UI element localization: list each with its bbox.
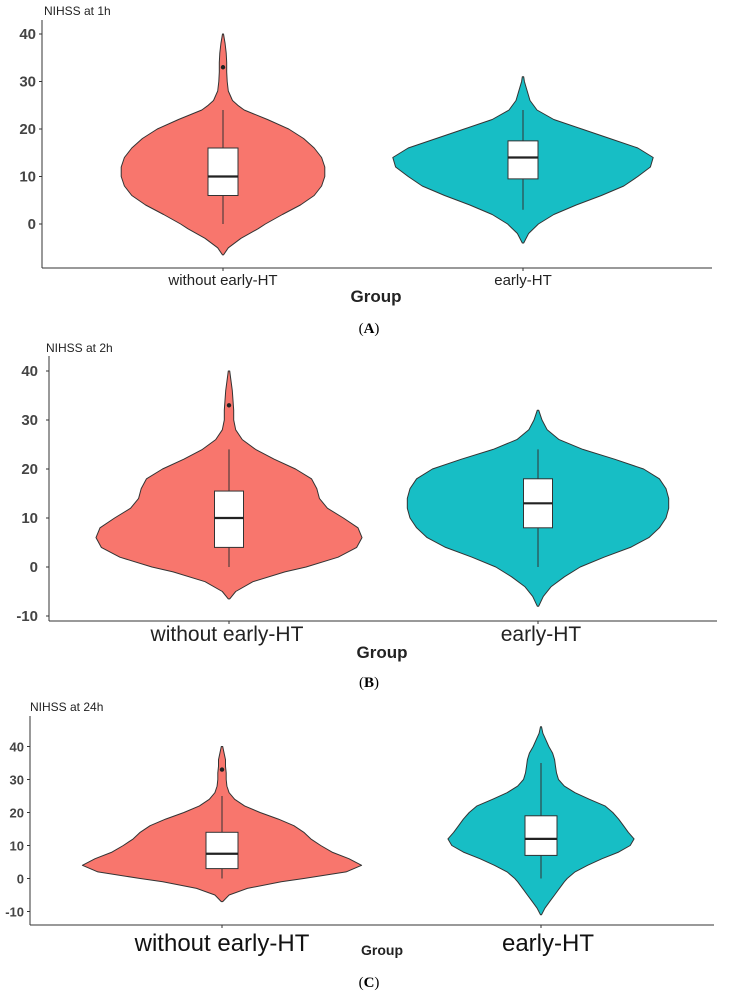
panel-a-label: (A) <box>359 321 380 337</box>
panel-a-box-without-early-ht <box>207 147 239 196</box>
panel-a-axes: 0 10 20 30 40 <box>19 20 712 271</box>
panel-a-ytick-label: 30 <box>19 74 36 91</box>
panel-b-ytick-label: 30 <box>21 412 38 429</box>
panel-a-axis-title: Group <box>351 287 402 306</box>
panel-b-ytick-label: 10 <box>21 510 38 527</box>
panel-c-axes: -10 0 10 20 30 40 <box>5 716 714 928</box>
panel-c-ytick-label: 30 <box>10 773 24 788</box>
panel-b-xlabel-right: early-HT <box>501 623 582 646</box>
panel-c-xlabel-left: without early-HT <box>134 930 310 957</box>
panel-b-xlabel-left: without early-HT <box>150 623 304 646</box>
panel-b-violins <box>95 370 670 607</box>
panel-a-ylabel: NIHSS at 1h <box>44 4 111 18</box>
panel-b-box-without-early-ht <box>214 490 244 548</box>
panel-c-ylabel: NIHSS at 24h <box>30 700 103 714</box>
panel-c-ytick-label: 20 <box>10 806 24 821</box>
panel-a-ytick-label: 20 <box>19 121 36 138</box>
panel-b-axes: -10 0 10 20 30 40 <box>16 356 717 625</box>
panel-b-outlier-without-early-ht <box>226 403 232 408</box>
panel-c-violins <box>81 726 635 916</box>
panel-b-ytick-label: 0 <box>30 559 38 576</box>
panel-a-ytick-label: 10 <box>19 169 36 186</box>
panel-a-xlabel-right: early-HT <box>494 272 552 289</box>
panel-c-box-early-ht <box>524 815 558 856</box>
panel-b-ytick-label: 20 <box>21 461 38 478</box>
panel-b-ylabel: NIHSS at 2h <box>46 341 113 355</box>
panel-a-outlier-without-early-ht <box>220 65 226 70</box>
panel-a-box-early-ht <box>507 140 539 180</box>
panel-c-ytick-label: -10 <box>5 905 24 920</box>
panel-a: NIHSS at 1h 0 10 20 30 40 without early-HT e… <box>19 4 712 337</box>
panel-a-xlabel-left: without early-HT <box>167 272 277 289</box>
panel-b-axis-title: Group <box>357 643 408 662</box>
panel-c-ytick-label: 40 <box>10 740 24 755</box>
panel-c-axis-title: Group <box>361 942 403 958</box>
panel-c: NIHSS at 24h -10 0 10 20 30 40 without early-… <box>5 700 714 991</box>
panel-c-xlabel-right: early-HT <box>502 930 594 957</box>
panel-b-ytick-label: 40 <box>21 363 38 380</box>
panel-b: NIHSS at 2h -10 0 10 20 30 40 without early-H… <box>16 341 717 691</box>
panel-a-violins <box>120 33 654 256</box>
panel-c-label: (C) <box>359 975 380 991</box>
panel-c-ytick-label: 0 <box>17 872 24 887</box>
panel-c-ytick-label: 10 <box>10 839 24 854</box>
panel-b-ytick-label: -10 <box>16 608 38 625</box>
panel-c-outlier-without-early-ht <box>219 767 225 772</box>
panel-c-box-without-early-ht <box>205 831 239 870</box>
panel-a-ytick-label: 0 <box>28 216 36 233</box>
panel-a-ytick-label: 40 <box>19 26 36 43</box>
panel-b-label: (B) <box>359 675 379 691</box>
